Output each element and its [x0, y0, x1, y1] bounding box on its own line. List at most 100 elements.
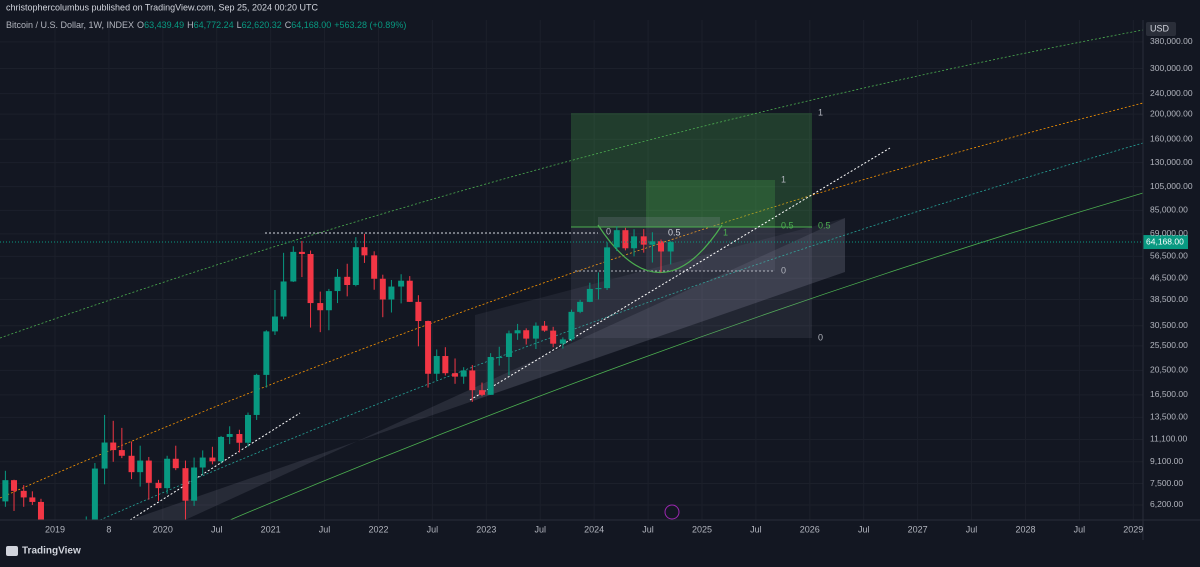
candle-body: [2, 480, 8, 501]
x-tick-label: Jul: [534, 524, 546, 534]
candle-body: [263, 331, 269, 375]
y-tick-label: 25,500.00: [1150, 340, 1188, 350]
ohlc-value: 64,772.24: [194, 20, 234, 30]
candle-body: [496, 357, 502, 358]
ohlc-value: 62,620.32: [242, 20, 282, 30]
candle-body: [173, 459, 179, 468]
candle-body: [523, 330, 529, 338]
change: +563.28 (+0.89%): [334, 20, 406, 30]
x-tick-label: Jul: [427, 524, 439, 534]
y-tick-label: 200,000.00: [1150, 108, 1193, 118]
candle-body: [200, 458, 206, 468]
ohlc-key: O: [137, 20, 144, 30]
y-tick-label: 38,500.00: [1150, 294, 1188, 304]
candle-body: [344, 277, 350, 285]
candle-body: [326, 291, 332, 310]
candle-body: [658, 241, 664, 251]
publisher: christophercolumbus published on Trading…: [6, 2, 319, 12]
x-tick-label: 2028: [1015, 524, 1035, 534]
x-tick-label: Jul: [211, 524, 223, 534]
y-tick-label: 160,000.00: [1150, 133, 1193, 143]
candle-body: [569, 312, 575, 340]
currency: USD: [1150, 23, 1170, 33]
candle-body: [102, 443, 108, 469]
y-tick-label: 11,100.00: [1150, 434, 1187, 444]
symbol: Bitcoin / U.S. Dollar, 1W, INDEX: [6, 20, 134, 30]
ohlc-value: 64,168.00: [291, 20, 331, 30]
fib-label: 0: [606, 226, 611, 236]
x-tick-label: 2020: [153, 524, 173, 534]
x-tick-label: 2021: [261, 524, 281, 534]
candle-body: [533, 326, 539, 339]
candle-body: [146, 461, 152, 483]
candle-body: [668, 242, 674, 251]
x-tick-label: 2029: [1123, 524, 1143, 534]
y-tick-label: 13,500.00: [1150, 412, 1188, 422]
candle-body: [129, 456, 135, 472]
x-tick-label: Jul: [319, 524, 331, 534]
x-tick-label: Jul: [1074, 524, 1086, 534]
candle-body: [353, 247, 359, 285]
y-tick-label: 130,000.00: [1150, 157, 1193, 167]
x-tick-label: Jul: [858, 524, 870, 534]
y-tick-label: 69,000.00: [1150, 228, 1188, 238]
y-tick-label: 7,500.00: [1150, 478, 1183, 488]
candle-body: [380, 279, 386, 300]
candle-body: [434, 356, 440, 374]
y-tick-label: 20,500.00: [1150, 365, 1188, 375]
candle-body: [209, 458, 215, 462]
fib-label: 0.5: [781, 220, 794, 230]
candle-body: [415, 302, 421, 321]
candle-body: [371, 255, 377, 278]
candle-body: [335, 277, 341, 291]
x-tick-label: 8: [106, 524, 111, 534]
candle-body: [317, 303, 323, 310]
logo: [6, 546, 18, 556]
candle-body: [236, 434, 242, 443]
candle-body: [29, 497, 35, 502]
y-tick-label: 85,000.00: [1150, 205, 1188, 215]
candle-body: [479, 390, 485, 395]
candle-body: [388, 287, 394, 300]
fib-box: [646, 227, 775, 271]
x-tick-label: 2019: [45, 524, 65, 534]
candle-body: [641, 236, 647, 244]
fib-label: 0.5: [818, 220, 831, 230]
x-tick-label: Jul: [642, 524, 654, 534]
candle-body: [604, 247, 610, 288]
x-tick-label: Jul: [750, 524, 762, 534]
y-tick-label: 9,100.00: [1150, 456, 1183, 466]
candle-body: [506, 333, 512, 357]
candle-body: [21, 491, 27, 498]
candle-body: [614, 230, 620, 247]
candle-body: [488, 357, 494, 395]
fib-label: 1: [723, 227, 728, 237]
candle-body: [595, 288, 601, 289]
candle-body: [550, 331, 556, 344]
candle-body: [442, 356, 448, 373]
y-tick-label: 30,500.00: [1150, 320, 1188, 330]
candle-body: [119, 450, 125, 456]
candle-body: [452, 373, 458, 376]
candle-body: [92, 469, 98, 522]
x-tick-label: Jul: [966, 524, 978, 534]
candle-body: [137, 461, 143, 473]
x-tick-label: 2024: [584, 524, 604, 534]
candle-body: [164, 459, 170, 488]
candle-body: [542, 326, 548, 331]
candle-body: [11, 480, 17, 491]
y-tick-label: 380,000.00: [1150, 36, 1193, 46]
y-tick-label: 46,500.00: [1150, 273, 1188, 283]
x-tick-label: 2023: [476, 524, 496, 534]
candle-body: [469, 370, 475, 390]
y-tick-label: 56,500.00: [1150, 251, 1188, 261]
candle-body: [272, 317, 278, 332]
y-tick-label: 240,000.00: [1150, 88, 1193, 98]
footer-brand: TradingView: [22, 546, 81, 557]
candle-body: [299, 252, 305, 254]
fib-label: 0: [818, 332, 823, 342]
y-tick-label: 16,500.00: [1150, 389, 1188, 399]
x-tick-label: 2025: [692, 524, 712, 534]
